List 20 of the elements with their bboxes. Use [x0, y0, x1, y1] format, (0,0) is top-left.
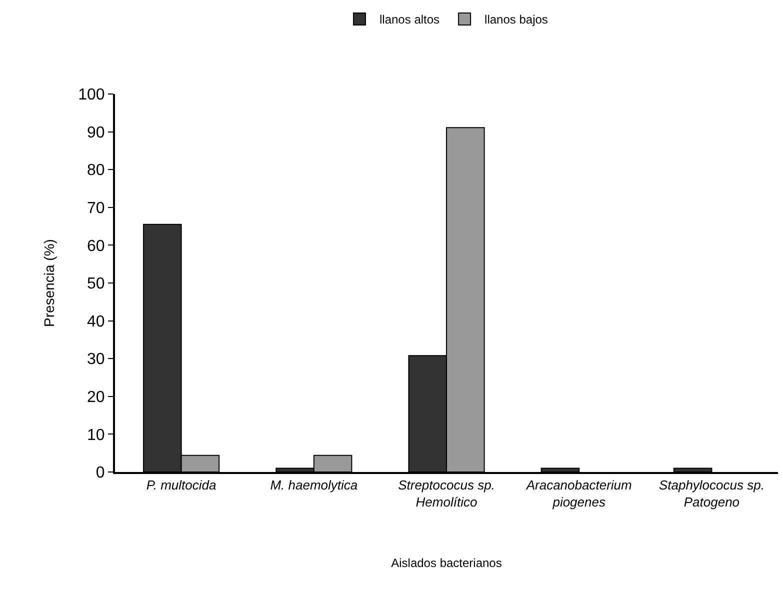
y-tick-label: 10: [87, 426, 105, 444]
x-tick-label: Streptococus sp. Hemolítico: [398, 478, 495, 510]
y-axis-title: Presencia (%): [41, 239, 58, 327]
y-tick-label: 40: [87, 313, 105, 330]
y-tick-label: 30: [87, 351, 105, 368]
y-tick-label: 50: [87, 276, 105, 293]
y-tick-label: 60: [87, 238, 105, 255]
y-tick-label: 90: [87, 124, 105, 142]
x-tick-label: M. haemolytica: [270, 478, 358, 493]
y-tick-label: 70: [87, 200, 105, 217]
x-axis-title: Aislados bacterianos: [391, 556, 502, 570]
y-tick-label: 80: [87, 162, 105, 180]
x-tick-label: Aracanobacterium piogenes: [525, 478, 632, 510]
x-tick-label: Staphylococus sp. Patogeno: [658, 478, 764, 510]
y-tick-label: 100: [78, 86, 105, 104]
y-tick-label: 20: [87, 389, 105, 406]
legend-label: llanos bajos: [484, 12, 548, 27]
legend-label: llanos altos: [380, 12, 440, 27]
y-tick-label: 0: [96, 464, 105, 482]
x-tick-label: P. multocida: [146, 478, 216, 493]
